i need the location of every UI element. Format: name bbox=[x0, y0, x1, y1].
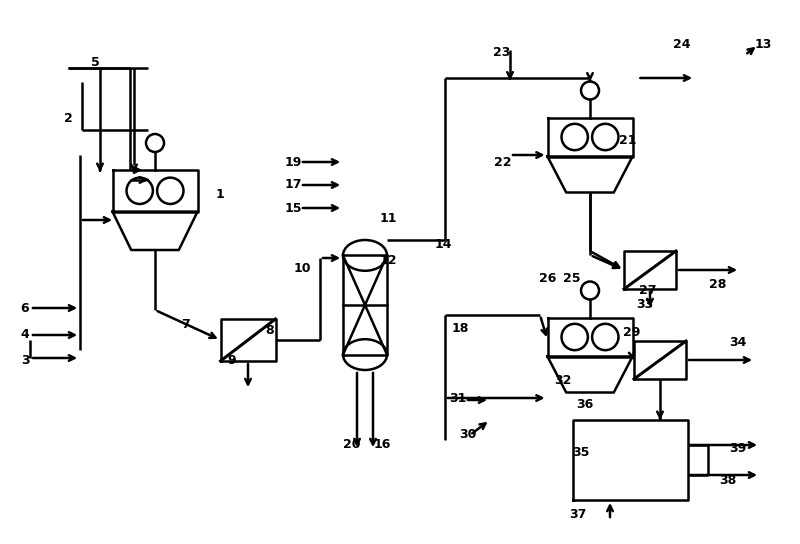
Text: 30: 30 bbox=[459, 429, 477, 442]
Text: 18: 18 bbox=[451, 322, 469, 335]
Text: 39: 39 bbox=[730, 442, 746, 454]
Text: 37: 37 bbox=[570, 509, 586, 522]
Text: 4: 4 bbox=[21, 329, 30, 342]
Text: 9: 9 bbox=[228, 354, 236, 367]
Text: 11: 11 bbox=[379, 212, 397, 225]
Text: 13: 13 bbox=[754, 39, 772, 52]
Text: 36: 36 bbox=[576, 399, 594, 411]
Text: 31: 31 bbox=[450, 392, 466, 405]
Text: 29: 29 bbox=[623, 326, 641, 339]
Text: 12: 12 bbox=[379, 254, 397, 267]
Text: 23: 23 bbox=[494, 46, 510, 59]
Text: 21: 21 bbox=[619, 133, 637, 146]
Text: 16: 16 bbox=[374, 438, 390, 452]
Text: 6: 6 bbox=[21, 301, 30, 314]
Text: 1: 1 bbox=[216, 189, 224, 201]
Text: 34: 34 bbox=[730, 336, 746, 349]
Text: 24: 24 bbox=[674, 39, 690, 52]
Text: 15: 15 bbox=[284, 201, 302, 214]
Text: 22: 22 bbox=[494, 156, 512, 169]
Text: 32: 32 bbox=[554, 374, 572, 386]
Text: 14: 14 bbox=[434, 238, 452, 251]
Text: 28: 28 bbox=[710, 279, 726, 292]
Text: 7: 7 bbox=[181, 318, 190, 331]
Text: 10: 10 bbox=[294, 262, 310, 275]
Text: 20: 20 bbox=[343, 438, 361, 452]
Text: 2: 2 bbox=[64, 112, 72, 125]
Text: 19: 19 bbox=[284, 156, 302, 169]
Text: 17: 17 bbox=[284, 178, 302, 191]
Text: 38: 38 bbox=[719, 473, 737, 486]
Text: 33: 33 bbox=[636, 299, 654, 312]
Text: 25: 25 bbox=[563, 271, 581, 285]
Text: 5: 5 bbox=[90, 55, 99, 69]
Text: 26: 26 bbox=[539, 271, 557, 285]
Text: 35: 35 bbox=[572, 446, 590, 459]
Text: 8: 8 bbox=[266, 324, 274, 337]
Text: 27: 27 bbox=[639, 283, 657, 296]
Text: 3: 3 bbox=[21, 354, 30, 367]
